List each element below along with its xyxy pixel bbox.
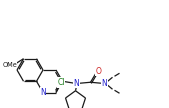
Text: N: N	[102, 79, 107, 88]
Text: Cl: Cl	[57, 78, 65, 87]
Text: N: N	[74, 79, 79, 88]
Text: O: O	[95, 67, 101, 76]
Text: OMe: OMe	[2, 62, 17, 68]
Text: N: N	[40, 88, 46, 97]
